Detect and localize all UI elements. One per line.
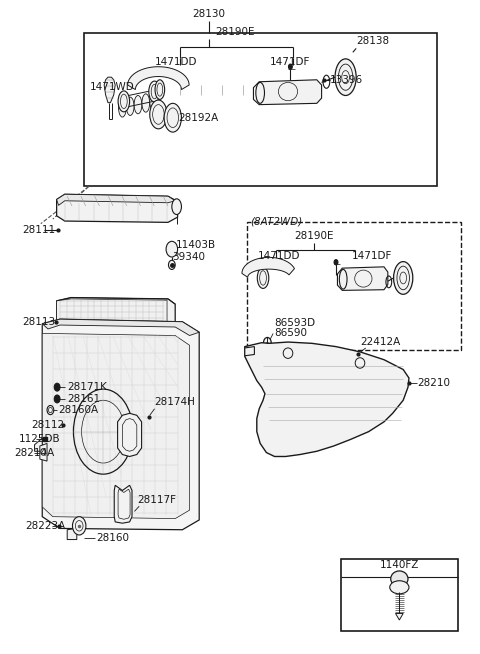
Text: 28111: 28111 bbox=[23, 225, 56, 235]
Ellipse shape bbox=[72, 517, 86, 535]
Ellipse shape bbox=[150, 92, 157, 111]
Text: 1125DB: 1125DB bbox=[19, 434, 61, 445]
Polygon shape bbox=[57, 194, 175, 205]
Ellipse shape bbox=[150, 100, 167, 129]
Text: 28174H: 28174H bbox=[155, 398, 195, 407]
Ellipse shape bbox=[390, 581, 409, 594]
Ellipse shape bbox=[119, 99, 126, 117]
Text: 28113: 28113 bbox=[23, 317, 56, 328]
Bar bbox=[84, 33, 437, 186]
Text: 28130: 28130 bbox=[192, 9, 225, 19]
Polygon shape bbox=[128, 67, 189, 90]
Text: 28160A: 28160A bbox=[59, 405, 99, 415]
Ellipse shape bbox=[164, 103, 181, 132]
Polygon shape bbox=[242, 258, 294, 277]
Text: 1471DD: 1471DD bbox=[155, 58, 197, 67]
Ellipse shape bbox=[334, 260, 338, 265]
Polygon shape bbox=[57, 194, 178, 222]
Ellipse shape bbox=[256, 82, 264, 103]
Polygon shape bbox=[337, 267, 388, 290]
Polygon shape bbox=[57, 298, 175, 349]
Text: 1140FZ: 1140FZ bbox=[380, 560, 419, 570]
Text: 39340: 39340 bbox=[172, 252, 205, 262]
Ellipse shape bbox=[118, 91, 130, 112]
Ellipse shape bbox=[394, 262, 413, 294]
Polygon shape bbox=[67, 528, 77, 540]
Ellipse shape bbox=[54, 395, 60, 403]
Bar bbox=[341, 559, 458, 631]
Polygon shape bbox=[57, 299, 167, 347]
Ellipse shape bbox=[54, 383, 60, 391]
Ellipse shape bbox=[155, 80, 165, 99]
Ellipse shape bbox=[47, 405, 54, 415]
Ellipse shape bbox=[168, 260, 175, 269]
Polygon shape bbox=[40, 443, 47, 461]
Text: 86593D: 86593D bbox=[275, 318, 316, 328]
Polygon shape bbox=[253, 80, 322, 105]
Text: 28160: 28160 bbox=[96, 533, 129, 543]
Ellipse shape bbox=[149, 81, 160, 102]
Text: 13396: 13396 bbox=[330, 75, 363, 85]
Polygon shape bbox=[114, 485, 132, 523]
Text: 28190E: 28190E bbox=[216, 27, 255, 37]
Ellipse shape bbox=[335, 59, 356, 95]
Text: 1471DD: 1471DD bbox=[258, 251, 300, 261]
Polygon shape bbox=[42, 319, 199, 336]
Ellipse shape bbox=[166, 241, 178, 257]
Ellipse shape bbox=[339, 269, 347, 289]
Polygon shape bbox=[118, 413, 142, 456]
Text: 1471WD: 1471WD bbox=[90, 82, 134, 92]
Text: 28210: 28210 bbox=[418, 377, 451, 388]
Polygon shape bbox=[245, 347, 254, 356]
Ellipse shape bbox=[126, 97, 134, 116]
Ellipse shape bbox=[134, 95, 142, 114]
Ellipse shape bbox=[391, 571, 408, 587]
Text: 28223A: 28223A bbox=[25, 521, 65, 532]
Ellipse shape bbox=[142, 94, 150, 112]
Text: 1471DF: 1471DF bbox=[270, 58, 310, 67]
Text: 1471DF: 1471DF bbox=[351, 251, 392, 261]
Text: 28190E: 28190E bbox=[295, 231, 334, 241]
Polygon shape bbox=[42, 319, 199, 530]
Ellipse shape bbox=[172, 199, 181, 215]
Text: 28161: 28161 bbox=[67, 394, 100, 404]
Ellipse shape bbox=[288, 64, 292, 69]
Text: 28171K: 28171K bbox=[67, 382, 107, 392]
Polygon shape bbox=[42, 334, 190, 519]
Ellipse shape bbox=[265, 343, 270, 353]
Ellipse shape bbox=[257, 267, 269, 288]
Text: (8AT2WD): (8AT2WD) bbox=[251, 217, 303, 227]
Polygon shape bbox=[396, 613, 403, 620]
Polygon shape bbox=[35, 438, 42, 451]
Text: 28117F: 28117F bbox=[137, 495, 176, 505]
Ellipse shape bbox=[264, 337, 271, 348]
Bar bbox=[247, 222, 461, 350]
Polygon shape bbox=[245, 342, 409, 456]
Text: 28138: 28138 bbox=[356, 36, 389, 46]
Text: 22412A: 22412A bbox=[360, 337, 400, 347]
Text: 28192A: 28192A bbox=[179, 113, 219, 123]
Text: 86590: 86590 bbox=[275, 328, 308, 338]
Polygon shape bbox=[104, 77, 115, 103]
Text: 28112: 28112 bbox=[31, 420, 64, 430]
Text: 11403B: 11403B bbox=[176, 240, 216, 250]
Text: 28214A: 28214A bbox=[14, 447, 55, 458]
